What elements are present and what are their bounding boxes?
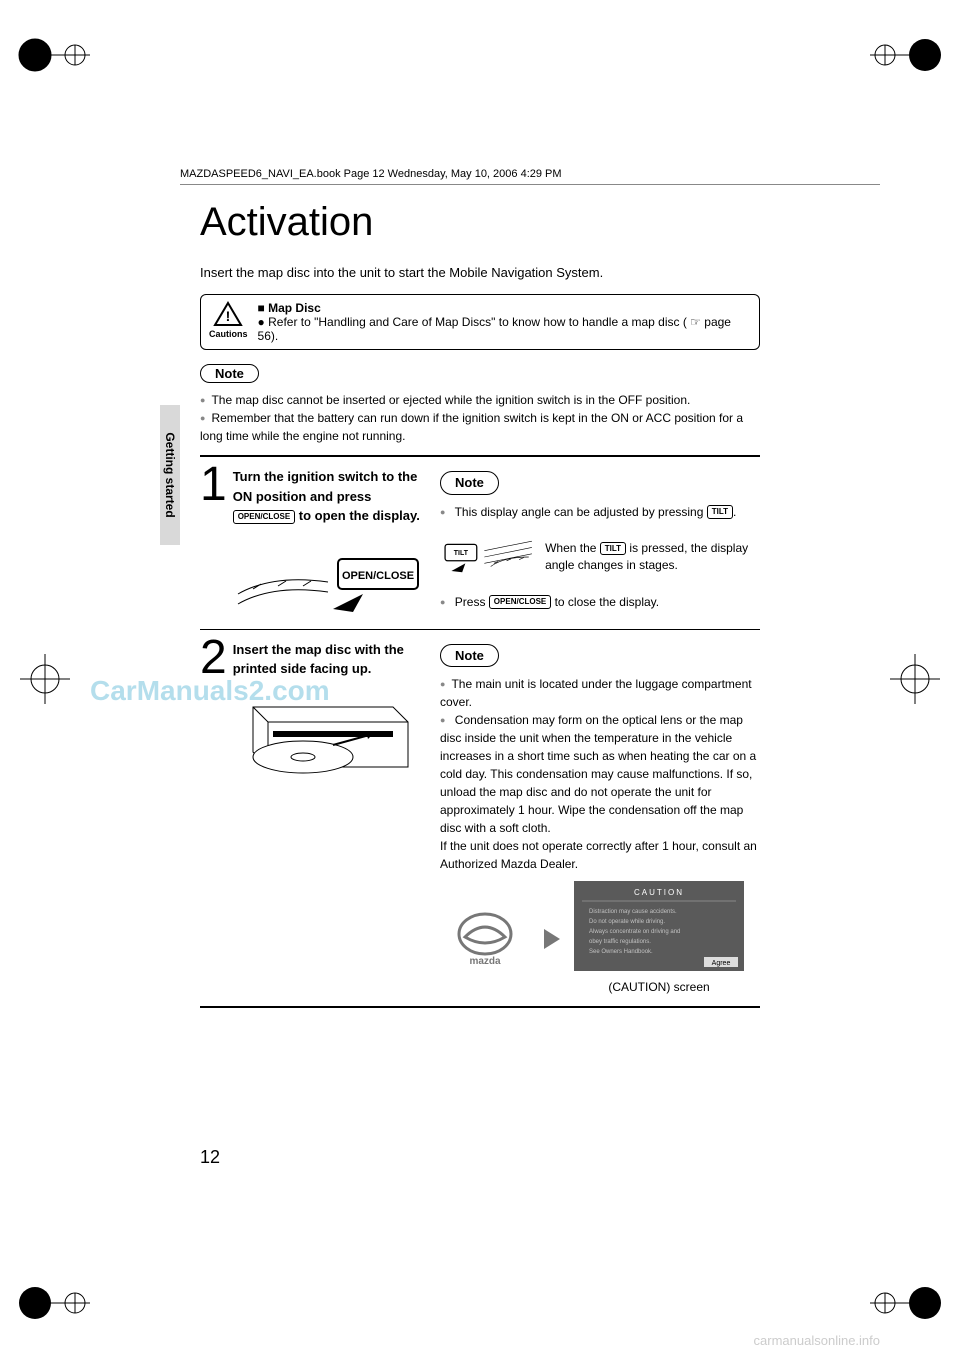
step-2: 2 Insert the map disc with the printed s…	[200, 640, 760, 997]
caution-bullet: Refer to "Handling and Care of Map Discs…	[258, 315, 731, 343]
svg-text:mazda: mazda	[469, 956, 501, 967]
step-1: 1 Turn the ignition switch to the ON pos…	[200, 467, 760, 619]
mazda-logo-icon: mazda	[440, 909, 530, 969]
svg-text:Distraction may cause accident: Distraction may cause accidents.	[589, 909, 677, 915]
step-2-detail: Note The main unit is located under the …	[440, 640, 760, 997]
reg-mark-icon	[10, 644, 80, 714]
tilt-button-icon: TILT	[707, 505, 733, 519]
top-note-list: The map disc cannot be inserted or eject…	[200, 391, 760, 445]
svg-text:!: !	[226, 308, 231, 324]
page-title: Activation	[200, 200, 760, 245]
section-tab: Getting started	[160, 405, 180, 545]
open-close-button-icon: OPEN/CLOSE	[233, 510, 295, 524]
note-item: Condensation may form on the optical len…	[440, 711, 760, 873]
note-pill: Note	[440, 471, 499, 495]
warning-triangle-icon: !	[213, 301, 243, 327]
reg-mark-icon	[880, 644, 950, 714]
note-item: The map disc cannot be inserted or eject…	[200, 391, 760, 409]
note-item: The main unit is located under the lugga…	[440, 675, 760, 711]
step-number: 2	[200, 636, 227, 679]
tilt-illustration: TILT	[440, 527, 535, 587]
open-close-button-icon: OPEN/CLOSE	[489, 595, 551, 609]
open-close-illustration: OPEN/CLOSE	[233, 534, 423, 619]
page-content: Activation Insert the map disc into the …	[200, 200, 760, 1008]
caution-screen-row: mazda CAUTION Distraction may cause acci…	[440, 881, 760, 996]
header-text: MAZDASPEED6_NAVI_EA.book Page 12 Wednesd…	[180, 168, 562, 180]
reg-mark-icon	[10, 1258, 100, 1348]
svg-text:CAUTION: CAUTION	[634, 888, 684, 897]
svg-text:Do not operate while driving.: Do not operate while driving.	[589, 919, 665, 925]
intro-text: Insert the map disc into the unit to sta…	[200, 265, 760, 280]
note-pill: Note	[440, 644, 499, 668]
svg-text:obey traffic regulations.: obey traffic regulations.	[589, 939, 651, 945]
section-tab-label: Getting started	[163, 432, 177, 517]
cautions-label: Cautions	[209, 329, 248, 339]
caution-screen-illustration: CAUTION Distraction may cause accidents.…	[574, 881, 744, 971]
step-2-text: Insert the map disc with the printed sid…	[233, 640, 423, 679]
divider	[200, 1006, 760, 1008]
play-arrow-icon	[542, 927, 562, 951]
divider	[200, 629, 760, 630]
page-number: 12	[200, 1147, 220, 1168]
step-number: 1	[200, 463, 227, 506]
tilt-button-icon: TILT	[600, 542, 626, 555]
caution-heading: ■ Map Disc	[258, 301, 749, 315]
svg-text:See Owners Handbook.: See Owners Handbook.	[589, 949, 653, 955]
step-1-text: Turn the ignition switch to the ON posit…	[233, 467, 423, 526]
footer-watermark: carmanualsonline.info	[754, 1333, 880, 1348]
divider	[200, 455, 760, 457]
caution-box: ! Cautions ■ Map Disc ● Refer to "Handli…	[200, 294, 760, 350]
note-item: Press OPEN/CLOSE to close the display.	[440, 593, 760, 611]
disc-insert-illustration	[233, 687, 423, 792]
note-item: Remember that the battery can run down i…	[200, 409, 760, 445]
manual-page: MAZDASPEED6_NAVI_EA.book Page 12 Wednesd…	[0, 0, 960, 1358]
tilt-description: When the TILT is pressed, the display an…	[545, 540, 760, 574]
svg-text:Agree: Agree	[712, 960, 731, 967]
pdf-header: MAZDASPEED6_NAVI_EA.book Page 12 Wednesd…	[180, 168, 880, 185]
note-pill: Note	[200, 364, 259, 383]
note-item: This display angle can be adjusted by pr…	[440, 503, 760, 521]
svg-text:Always concentrate on driving: Always concentrate on driving and	[589, 929, 680, 935]
reg-mark-icon	[860, 10, 950, 100]
caution-text: ■ Map Disc ● Refer to "Handling and Care…	[258, 301, 749, 343]
open-close-label: OPEN/CLOSE	[342, 570, 414, 582]
caution-screen-caption: (CAUTION) screen	[574, 978, 744, 996]
reg-mark-icon	[10, 10, 100, 100]
step-1-detail: Note This display angle can be adjusted …	[440, 467, 760, 615]
svg-text:TILT: TILT	[454, 550, 469, 557]
